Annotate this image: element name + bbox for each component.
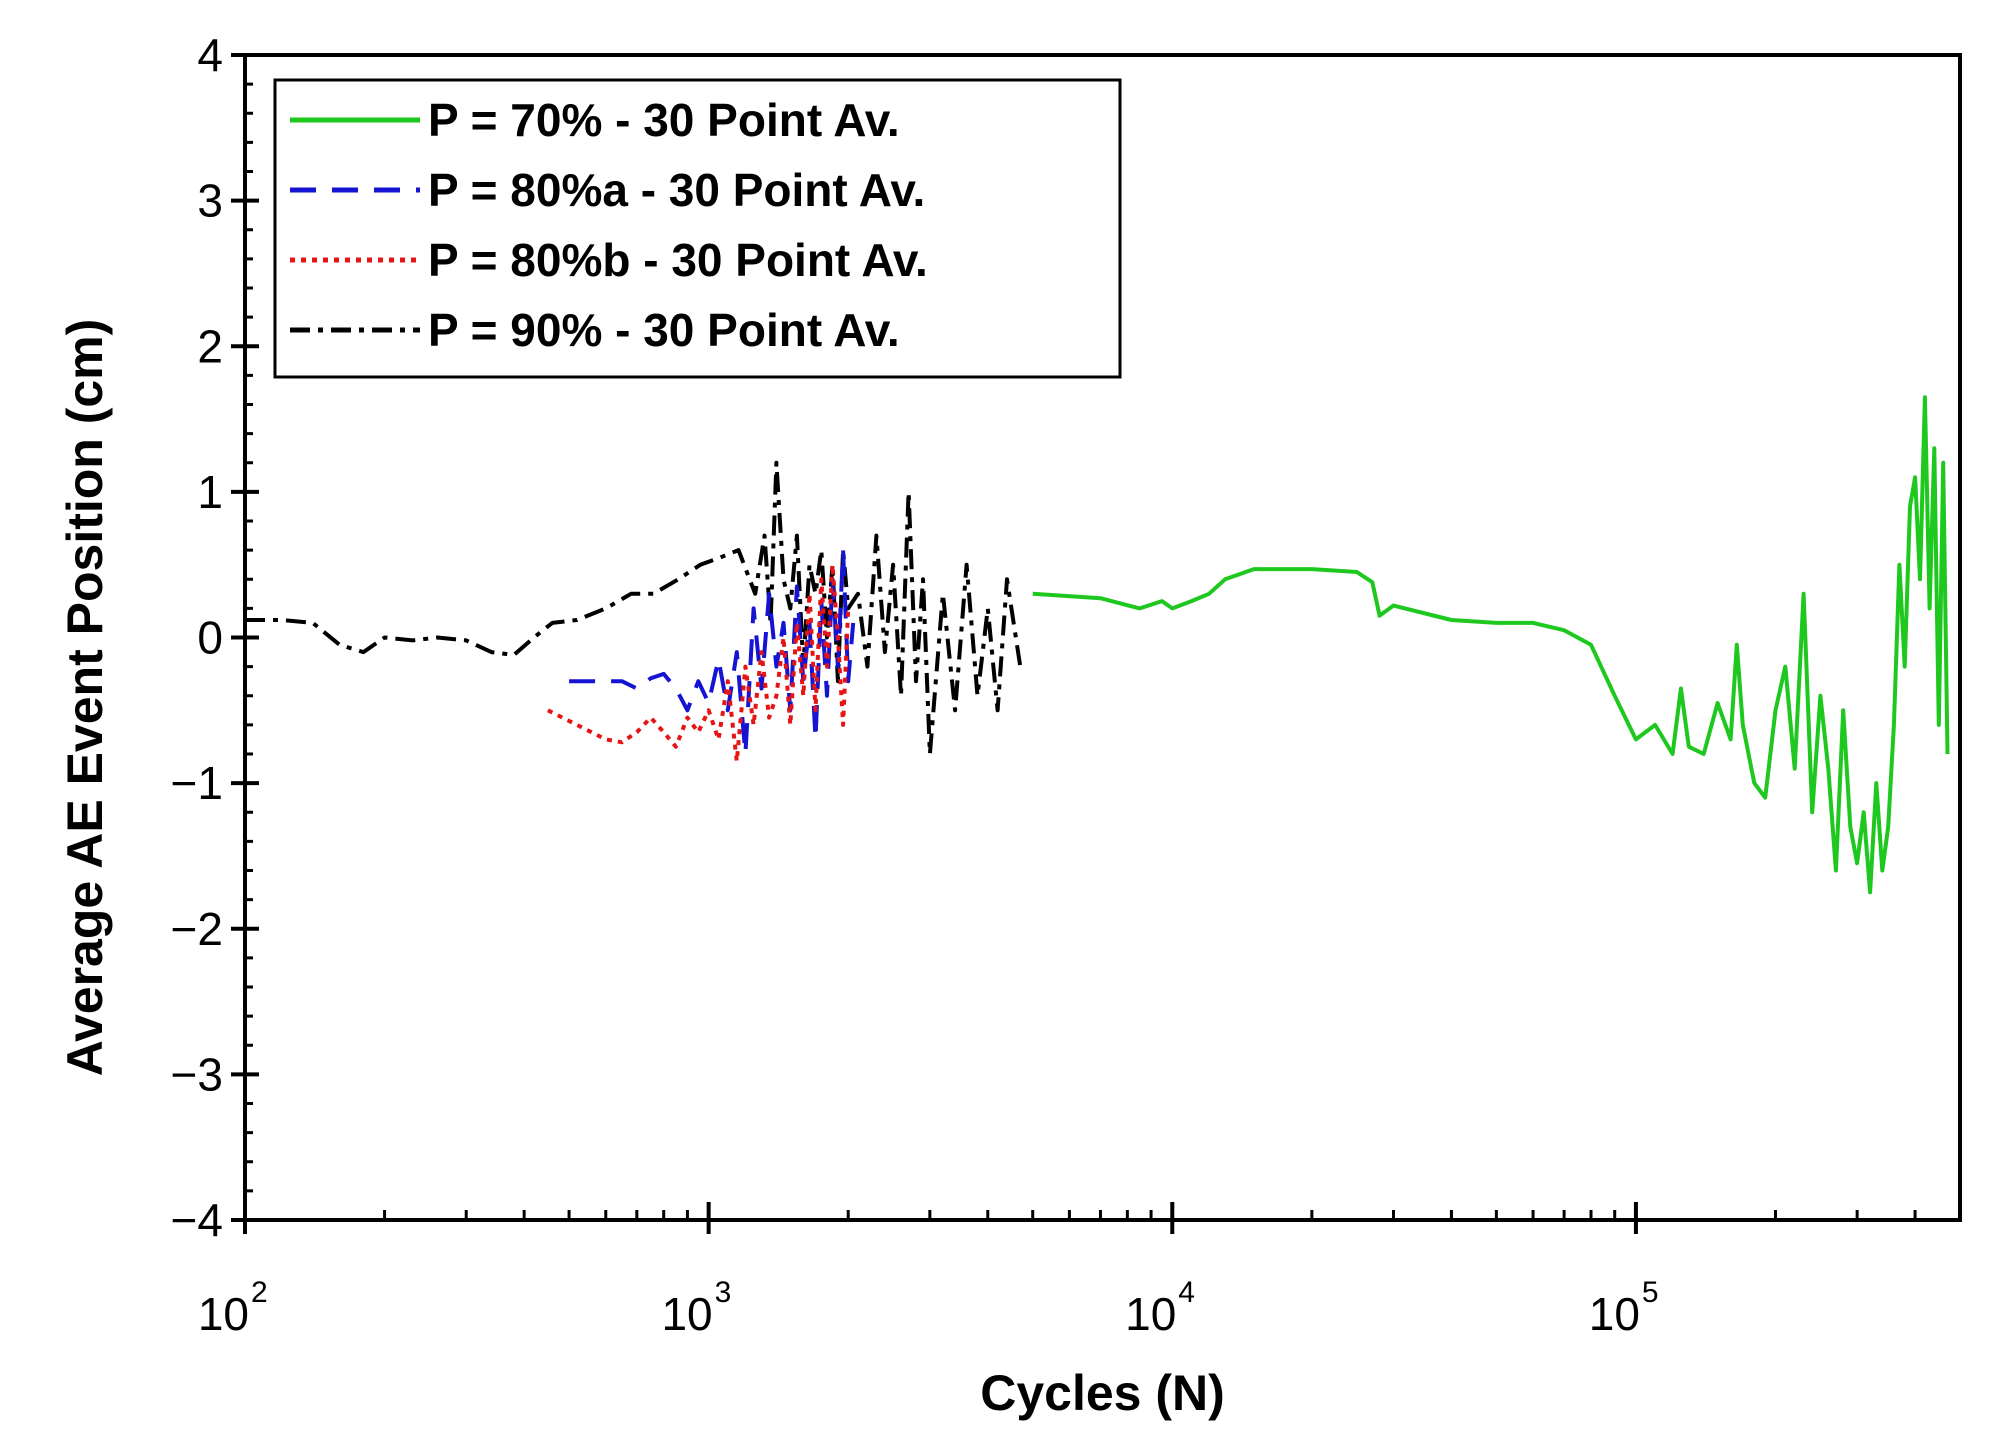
series-layer [245,395,1950,895]
x-axis-title: Cycles (N) [980,1365,1225,1421]
series-line-3 [547,562,851,764]
y-tick-label: 1 [197,466,223,518]
x-tick-label-base: 10 [198,1288,249,1340]
series-line-1 [1032,395,1950,895]
legend-label: P = 70% - 30 Point Av. [428,94,900,146]
series-line-2 [569,548,856,756]
legend-label: P = 90% - 30 Point Av. [428,304,900,356]
y-axis-title: Average AE Event Position (cm) [57,319,113,1077]
x-tick-label-base: 10 [1125,1288,1176,1340]
x-tick-label-exponent: 3 [715,1276,732,1309]
legend-label: P = 80%b - 30 Point Av. [428,234,928,286]
series-line-4 [245,460,1023,756]
x-axis-ticks: 10 2 10 3 10 4 10 5 [198,1202,1659,1340]
y-minor-ticks [245,82,253,1193]
y-axis-ticks: 4 3 2 1 0 −1 −2 −3 −4 [171,29,259,1246]
x-tick-label-base: 10 [661,1288,712,1340]
y-tick-label: −3 [171,1048,223,1100]
y-tick-label: −2 [171,903,223,955]
y-tick-label: 2 [197,320,223,372]
x-tick-label-exponent: 5 [1642,1276,1659,1309]
x-tick-label-exponent: 2 [251,1276,268,1309]
x-tick-label-exponent: 4 [1178,1276,1195,1309]
y-tick-label: 4 [197,29,223,81]
legend-label: P = 80%a - 30 Point Av. [428,164,925,216]
x-tick-label-base: 10 [1589,1288,1640,1340]
y-tick-label: 0 [197,612,223,664]
x-minor-ticks [383,1210,1962,1220]
y-tick-label: −4 [171,1194,223,1246]
y-tick-label: 3 [197,175,223,227]
y-tick-label: −1 [171,757,223,809]
legend: P = 70% - 30 Point Av. P = 80%a - 30 Poin… [273,78,1122,379]
